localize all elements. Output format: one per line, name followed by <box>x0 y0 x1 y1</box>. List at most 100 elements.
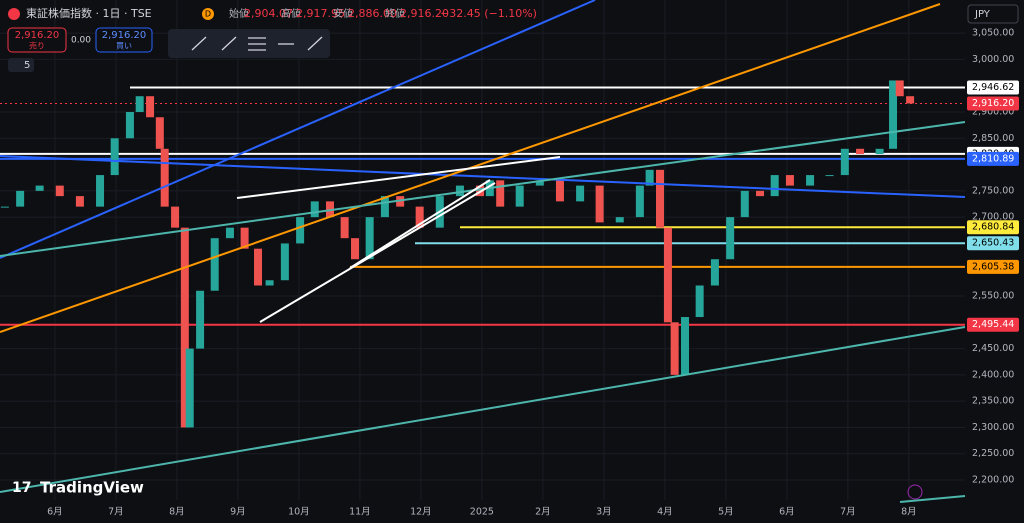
level-label-background <box>967 317 1019 332</box>
candle <box>225 227 234 239</box>
candle <box>635 185 644 218</box>
indicator-toggle[interactable] <box>8 58 34 72</box>
currency-button[interactable] <box>967 4 1019 24</box>
candle <box>840 148 849 176</box>
candle <box>110 138 119 176</box>
y-tick-label: 3,050.00 <box>972 28 1014 39</box>
spread: 0.00 <box>71 36 91 46</box>
candle <box>125 111 134 139</box>
candle <box>210 238 219 291</box>
high-label: 高値 <box>281 7 301 20</box>
badge-text: D <box>205 10 211 19</box>
candle <box>785 175 794 186</box>
y-tick-label: 2,850.00 <box>972 133 1014 144</box>
x-tick-label: 2025 <box>470 507 494 518</box>
candle <box>756 190 765 197</box>
level-label-background <box>967 151 1019 166</box>
candle <box>906 96 915 104</box>
candle <box>254 248 263 286</box>
candle <box>496 180 505 207</box>
candle <box>889 80 898 149</box>
candle <box>455 185 464 197</box>
badge <box>202 8 214 20</box>
close: 2,916.20 <box>400 7 449 20</box>
buy-button[interactable] <box>95 27 153 53</box>
symbol-icon <box>8 8 20 20</box>
symbol[interactable]: 東証株価指数 · 1日 · TSE <box>26 6 152 20</box>
candle <box>576 185 585 202</box>
trend-line <box>0 326 966 493</box>
candle <box>340 217 349 239</box>
trend-line <box>349 179 491 269</box>
trend-line <box>0 121 966 257</box>
currency: JPY <box>974 9 991 20</box>
candle <box>740 190 749 218</box>
y-tick-label: 2,400.00 <box>972 369 1014 380</box>
level-label-background <box>967 96 1019 111</box>
sell-button[interactable] <box>7 27 67 53</box>
candle <box>365 217 374 260</box>
sell-price: 2,916.20 <box>15 30 60 41</box>
open: 2,904.07 <box>244 7 293 20</box>
candle <box>0 206 9 208</box>
y-tick-label: 2,300.00 <box>972 422 1014 433</box>
y-tick-label: 2,200.00 <box>972 475 1014 486</box>
trend-line <box>0 155 966 198</box>
alert-icon[interactable] <box>907 484 923 500</box>
candle <box>160 148 169 207</box>
candle <box>35 185 44 191</box>
tool-icon[interactable] <box>221 36 237 51</box>
level-label: 2,680.84 <box>972 222 1014 233</box>
x-tick-label: 7月 <box>840 507 856 518</box>
level-label: 2,495.44 <box>972 319 1014 330</box>
level-label: 2,650.43 <box>972 238 1014 249</box>
candle <box>670 322 679 375</box>
y-tick-label: 2,700.00 <box>972 212 1014 223</box>
candle <box>555 180 564 202</box>
candle <box>75 196 84 207</box>
x-tick-label: 7月 <box>108 507 124 518</box>
x-tick-label: 10月 <box>288 507 310 518</box>
trend-line <box>0 0 596 259</box>
candle <box>895 80 904 97</box>
candle <box>825 175 834 177</box>
candle <box>55 185 64 197</box>
level-label-background <box>967 80 1019 95</box>
x-tick-label: 12月 <box>410 507 432 518</box>
candle <box>16 190 25 207</box>
buy-price: 2,916.20 <box>102 30 147 41</box>
trend-line <box>899 495 966 503</box>
x-tick-label: 4月 <box>657 507 673 518</box>
candle <box>856 148 865 155</box>
buy-label: 買い <box>116 42 132 51</box>
candle <box>535 180 544 186</box>
level-label: 2,810.89 <box>972 153 1014 164</box>
change: −32.45 (−1.10%) <box>440 7 537 20</box>
candle <box>96 175 105 207</box>
time-axis-background <box>0 503 965 523</box>
candle <box>645 169 654 186</box>
sell-label: 売り <box>29 41 45 51</box>
candle <box>415 206 424 228</box>
tool-icon[interactable] <box>307 36 323 51</box>
x-tick-label: 5月 <box>718 507 734 518</box>
x-tick-label: 6月 <box>47 507 63 518</box>
candle <box>726 217 735 260</box>
indicator-count: 5 <box>24 60 30 71</box>
candle <box>380 196 389 218</box>
candle <box>806 175 815 186</box>
level-label: 2,916.20 <box>972 98 1014 109</box>
logo-mark: 17 <box>12 480 31 496</box>
tool-icon[interactable] <box>191 36 207 51</box>
y-tick-label: 2,750.00 <box>972 185 1014 196</box>
y-tick-label: 2,350.00 <box>972 396 1014 407</box>
low-label: 安値 <box>333 7 353 20</box>
y-tick-label: 2,900.00 <box>972 106 1014 117</box>
candle <box>240 227 249 249</box>
trend-line <box>236 156 561 199</box>
plot-area <box>0 0 965 500</box>
level-label-background <box>967 220 1019 235</box>
